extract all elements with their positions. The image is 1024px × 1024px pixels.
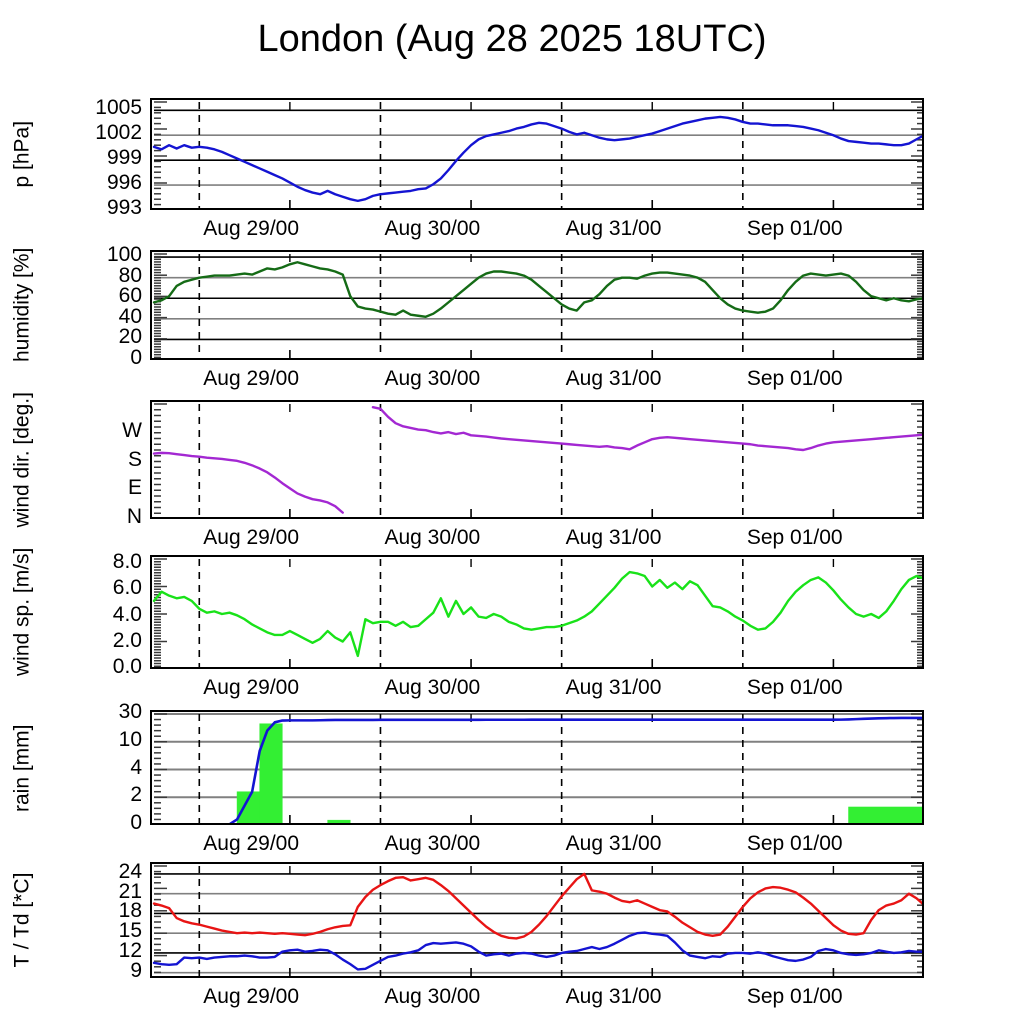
- ytick-label-winddir: W: [122, 418, 142, 442]
- plot-area-rain: [150, 710, 924, 825]
- ytick-label-windspeed: 6.0: [112, 576, 142, 600]
- plot-area-pressure: [150, 98, 924, 210]
- xtick-label: Aug 30/00: [384, 676, 481, 699]
- xtick-label: Aug 31/00: [565, 526, 662, 549]
- ytick-label-temperature: 12: [118, 938, 142, 962]
- xtick-label: Aug 30/00: [384, 985, 481, 1008]
- xtick-label: Aug 29/00: [203, 985, 300, 1008]
- ytick-label-pressure: 999: [106, 146, 142, 170]
- series-line-dir: [152, 405, 922, 514]
- xtick-label: Aug 31/00: [565, 676, 662, 699]
- ytick-label-rain: 0: [130, 811, 142, 834]
- series-line-wind-speed: [152, 570, 922, 658]
- ytick-label-humidity: 20: [118, 325, 142, 349]
- xtick-label: Aug 29/00: [203, 367, 300, 390]
- ytick-label-temperature: 18: [118, 899, 142, 923]
- ytick-label-humidity: 0: [130, 346, 142, 369]
- page-title: London (Aug 28 2025 18UTC): [257, 18, 767, 60]
- ytick-label-humidity: 80: [118, 263, 142, 287]
- ytick-label-rain: 2: [130, 783, 142, 807]
- xtick-label: Aug 29/00: [203, 526, 300, 549]
- plot-area-windspeed: [150, 555, 924, 669]
- xtick-label: Sep 01/00: [746, 985, 843, 1008]
- ytick-label-pressure: 993: [106, 196, 142, 219]
- ytick-label-pressure: 996: [106, 171, 142, 195]
- series-line-t: [152, 872, 922, 940]
- ytick-label-windspeed: 8.0: [112, 550, 142, 574]
- ytick-label-pressure: 1005: [95, 96, 142, 120]
- ytick-label-humidity: 60: [118, 284, 142, 308]
- xtick-label: Aug 30/00: [384, 367, 481, 390]
- plot-area-temperature: [150, 862, 924, 978]
- xtick-label: Aug 30/00: [384, 217, 481, 240]
- ytick-label-windspeed: 2.0: [112, 628, 142, 652]
- plot-area-humidity: [150, 250, 924, 360]
- ytick-label-windspeed: 4.0: [112, 602, 142, 626]
- ytick-label-temperature: 15: [118, 919, 142, 943]
- xtick-label: Aug 30/00: [384, 526, 481, 549]
- rain-cumulative-line: [229, 716, 922, 823]
- series-line-rh: [152, 261, 922, 318]
- rain-bar: [259, 723, 283, 823]
- ytick-label-windspeed: 0.0: [112, 655, 142, 678]
- axis-title-temperature: T / Td [*C]: [10, 872, 34, 968]
- ytick-label-temperature: 9: [130, 958, 142, 982]
- ytick-label-humidity: 100: [106, 243, 142, 267]
- xtick-label: Aug 31/00: [565, 832, 662, 855]
- ytick-label-winddir: E: [127, 476, 142, 500]
- rain-bar: [848, 806, 922, 823]
- ytick-label-winddir: S: [127, 447, 142, 471]
- xtick-label: Aug 31/00: [565, 985, 662, 1008]
- series-line-p: [152, 115, 922, 203]
- xtick-label: Sep 01/00: [746, 367, 843, 390]
- xtick-label: Aug 31/00: [565, 217, 662, 240]
- ytick-label-winddir: N: [126, 505, 142, 528]
- xtick-label: Sep 01/00: [746, 217, 843, 240]
- plot-area-winddir: [150, 400, 924, 519]
- ytick-label-temperature: 24: [118, 859, 142, 883]
- xtick-label: Aug 30/00: [384, 832, 481, 855]
- xtick-label: Aug 29/00: [203, 676, 300, 699]
- ytick-label-temperature: 21: [118, 879, 142, 903]
- xtick-label: Aug 31/00: [565, 367, 662, 390]
- rain-bar: [327, 819, 351, 823]
- xtick-label: Aug 29/00: [203, 217, 300, 240]
- xtick-label: Sep 01/00: [746, 832, 843, 855]
- ytick-label-pressure: 1002: [95, 121, 142, 145]
- xtick-label: Aug 29/00: [203, 832, 300, 855]
- ytick-label-rain: 10: [118, 727, 142, 751]
- ytick-label-rain: 4: [130, 755, 142, 779]
- xtick-label: Sep 01/00: [746, 526, 843, 549]
- series-line-td: [152, 931, 922, 971]
- xtick-label: Sep 01/00: [746, 676, 843, 699]
- ytick-label-humidity: 40: [118, 304, 142, 328]
- ytick-label-rain: 30: [118, 700, 142, 723]
